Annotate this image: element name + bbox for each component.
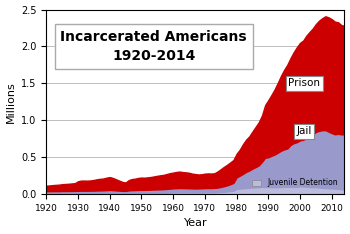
Y-axis label: Millions: Millions <box>6 81 15 123</box>
Text: Prison: Prison <box>288 78 320 88</box>
Legend: Juvenile Detention: Juvenile Detention <box>248 175 341 190</box>
X-axis label: Year: Year <box>184 219 207 228</box>
Text: Jail: Jail <box>296 126 312 136</box>
Text: Incarcerated Americans
1920-2014: Incarcerated Americans 1920-2014 <box>60 30 247 63</box>
